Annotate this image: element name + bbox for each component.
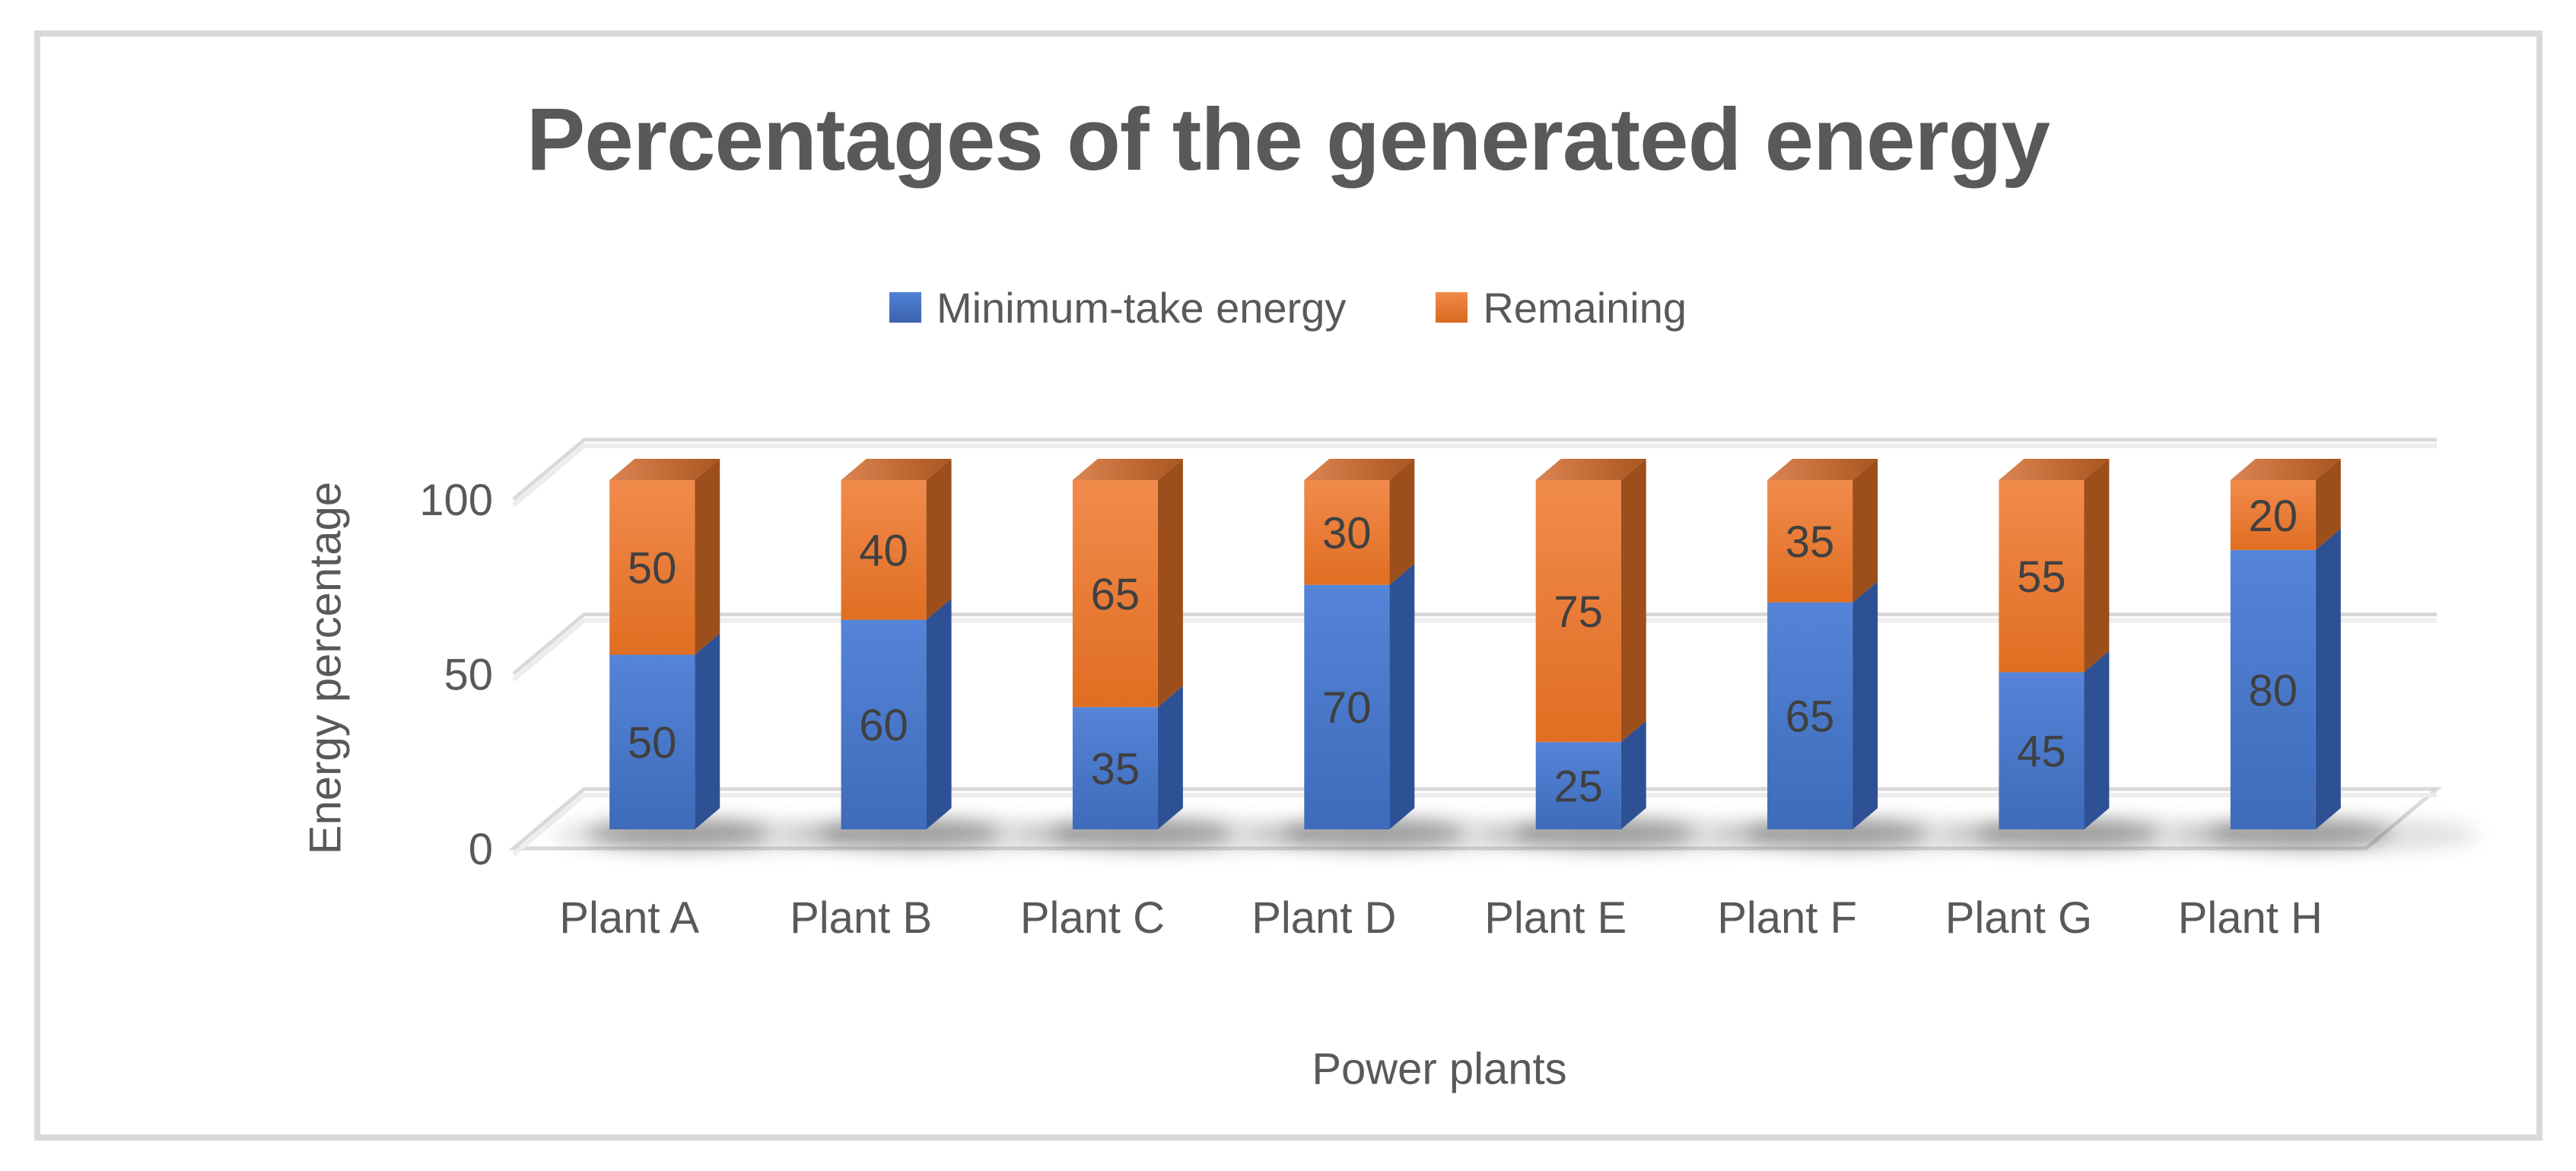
bar-top-remaining-plant-f [1767, 459, 1878, 480]
bar-top-remaining-plant-h [2230, 459, 2341, 480]
data-label-minimum-plant-a: 50 [628, 718, 677, 768]
bar-side-remaining-plant-h [2315, 459, 2341, 550]
data-label-minimum-plant-g: 45 [2017, 727, 2066, 777]
bar-segment-minimum-plant-c [1072, 707, 1158, 829]
x-tick-plant-a: Plant A [559, 893, 699, 943]
data-label-minimum-plant-e: 25 [1554, 762, 1603, 812]
y-tick-0: 0 [469, 825, 493, 874]
gridline-50 [512, 613, 2437, 676]
bar-top-remaining-plant-e [1535, 459, 1646, 480]
bar-side-remaining-plant-b [926, 459, 952, 620]
bar-side-minimum-plant-d [1389, 563, 1415, 829]
data-label-remaining-plant-h: 20 [2249, 492, 2298, 541]
bar-top-remaining-plant-g [1999, 459, 2110, 480]
x-axis-title: Power plants [1312, 1044, 1567, 1094]
bar-top-remaining-plant-b [841, 459, 952, 480]
legend-swatch-blue [889, 292, 921, 323]
bar-segment-minimum-plant-g [1999, 672, 2085, 829]
x-tick-plant-c: Plant C [1020, 893, 1165, 943]
bar-segment-remaining-plant-h [2230, 480, 2316, 550]
chart-area-border [34, 30, 2543, 1141]
bar-side-remaining-plant-f [1852, 459, 1878, 603]
bar-segment-minimum-plant-f [1767, 602, 1853, 829]
bar-segment-remaining-plant-e [1535, 480, 1621, 743]
data-label-minimum-plant-f: 65 [1786, 692, 1835, 742]
data-label-remaining-plant-a: 50 [628, 544, 677, 593]
bar-segment-remaining-plant-b [841, 480, 927, 620]
bar-side-minimum-plant-b [926, 598, 952, 829]
legend: Minimum-take energy Remaining [0, 280, 2576, 335]
x-tick-plant-b: Plant B [790, 893, 932, 943]
data-label-remaining-plant-d: 30 [1322, 509, 1372, 558]
bar-side-minimum-plant-c [1157, 686, 1183, 829]
x-tick-plant-g: Plant G [1945, 893, 2092, 943]
x-tick-plant-f: Plant F [1717, 893, 1857, 943]
bar-segment-remaining-plant-c [1072, 480, 1158, 708]
bar-side-remaining-plant-g [2084, 459, 2110, 673]
legend-item-remaining: Remaining [1436, 283, 1687, 333]
gridline-shadow [512, 444, 2437, 508]
data-label-remaining-plant-c: 65 [1091, 570, 1140, 619]
bar-side-minimum-plant-e [1620, 721, 1646, 829]
bar-side-minimum-plant-a [695, 633, 720, 829]
bar-segment-minimum-plant-a [609, 654, 695, 829]
data-label-minimum-plant-h: 80 [2249, 666, 2298, 715]
data-label-remaining-plant-b: 40 [859, 527, 908, 576]
data-label-remaining-plant-f: 35 [1786, 517, 1835, 567]
bar-side-remaining-plant-c [1157, 459, 1183, 708]
bar-side-minimum-plant-h [2315, 528, 2341, 829]
x-tick-plant-h: Plant H [2178, 893, 2323, 943]
bar-segment-remaining-plant-a [609, 480, 695, 655]
bar-side-remaining-plant-e [1620, 459, 1646, 743]
x-tick-plant-d: Plant D [1251, 893, 1396, 943]
x-tick-plant-e: Plant E [1484, 893, 1627, 943]
bar-segment-remaining-plant-g [1999, 480, 2085, 673]
bar-top-remaining-plant-a [609, 459, 720, 480]
bar-segment-minimum-plant-b [841, 619, 927, 829]
legend-label-remaining: Remaining [1483, 283, 1687, 332]
gridline-shadow [512, 618, 2437, 682]
legend-item-minimum-take-energy: Minimum-take energy [889, 283, 1346, 333]
chart-title: Percentages of the generated energy [526, 90, 2050, 189]
bar-side-minimum-plant-g [2084, 651, 2110, 829]
y-tick-50: 50 [444, 650, 493, 699]
bar-side-remaining-plant-a [695, 459, 720, 655]
bar-segment-minimum-plant-d [1304, 584, 1390, 829]
gridline-100 [512, 438, 2437, 501]
data-label-remaining-plant-e: 75 [1554, 587, 1603, 637]
bar-top-remaining-plant-c [1072, 459, 1183, 480]
bar-side-minimum-plant-f [1852, 581, 1878, 829]
bar-side-remaining-plant-d [1389, 459, 1415, 585]
bar-segment-remaining-plant-f [1767, 480, 1853, 603]
data-label-minimum-plant-b: 60 [859, 701, 908, 750]
data-label-minimum-plant-d: 70 [1322, 683, 1372, 733]
legend-label-minimum-take-energy: Minimum-take energy [936, 283, 1347, 332]
data-label-remaining-plant-g: 55 [2017, 552, 2066, 602]
bar-segment-minimum-plant-h [2230, 549, 2316, 829]
data-label-minimum-plant-c: 35 [1091, 745, 1140, 794]
y-tick-100: 100 [419, 476, 493, 525]
bar-segment-remaining-plant-d [1304, 480, 1390, 585]
legend-swatch-orange [1436, 292, 1468, 323]
bar-segment-minimum-plant-e [1535, 742, 1621, 829]
bar-top-remaining-plant-d [1304, 459, 1415, 480]
